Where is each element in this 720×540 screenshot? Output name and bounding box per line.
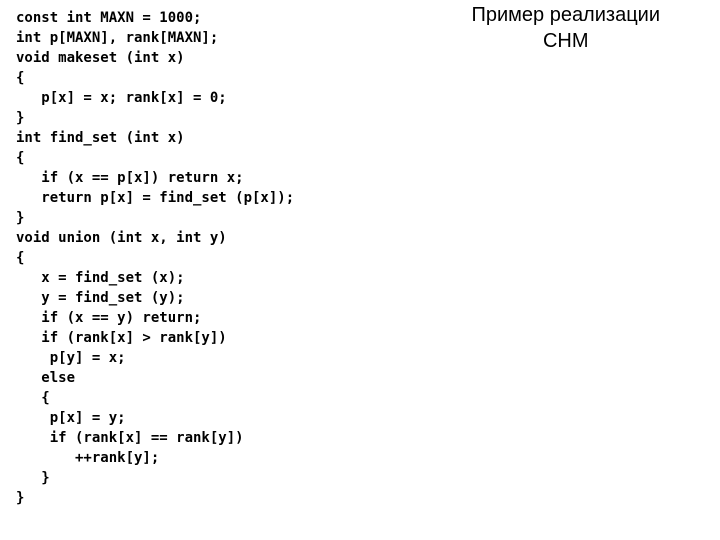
title-line-1: Пример реализации [471,2,660,28]
title-line-2: СНМ [471,28,660,54]
code-snippet: const int MAXN = 1000; int p[MAXN], rank… [16,8,294,508]
slide-title: Пример реализации СНМ [471,2,660,54]
